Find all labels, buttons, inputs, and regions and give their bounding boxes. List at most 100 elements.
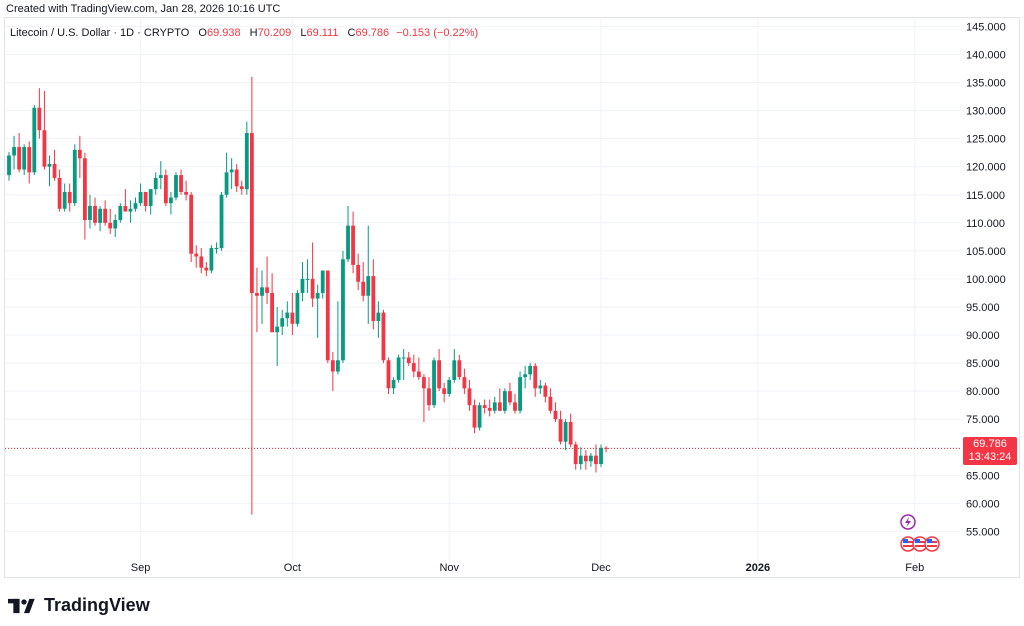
candle — [497, 388, 502, 411]
candle — [83, 152, 87, 240]
candle-body — [356, 264, 361, 282]
candle-body — [305, 278, 310, 280]
candle — [199, 248, 204, 274]
event-markers[interactable] — [894, 512, 944, 556]
candle-body — [214, 248, 219, 250]
candle — [163, 169, 168, 206]
created-with-caption: Created with TradingView.com, Jan 28, 20… — [6, 3, 280, 15]
candle-body — [118, 205, 123, 221]
candle-body — [563, 422, 568, 442]
candle — [543, 382, 548, 403]
candle — [325, 270, 330, 364]
candle — [416, 357, 421, 380]
candle — [508, 382, 512, 406]
y-tick-label: 80.000 — [966, 386, 1000, 398]
candle-body — [163, 175, 168, 204]
y-tick-label: 145.000 — [966, 21, 1006, 33]
candle — [249, 76, 254, 515]
candle-body — [589, 455, 593, 462]
candle-body — [62, 191, 67, 209]
y-tick-label: 105.000 — [966, 246, 1006, 258]
candle — [169, 191, 173, 215]
candle-body — [249, 133, 254, 293]
candle — [558, 410, 563, 445]
candle-body — [396, 357, 401, 380]
candle-body — [543, 385, 548, 397]
candle-body — [568, 422, 573, 445]
candle-body — [482, 405, 487, 408]
candle-body — [290, 312, 295, 324]
candle-body — [133, 203, 138, 209]
candle — [563, 419, 568, 451]
candle — [77, 135, 82, 178]
candle-body — [67, 191, 72, 204]
candle — [133, 197, 138, 212]
candle — [487, 399, 492, 417]
candle-body — [88, 205, 92, 221]
candle-body — [599, 447, 603, 465]
lightning-icon[interactable] — [900, 514, 916, 530]
candle — [442, 382, 447, 403]
candle — [391, 377, 396, 394]
candle-body — [169, 197, 173, 204]
us-flag-icon[interactable] — [912, 536, 928, 552]
y-tick-label: 125.000 — [966, 134, 1006, 146]
candle-body — [229, 169, 234, 173]
candle — [295, 290, 300, 327]
brand-name: TradingView — [44, 595, 150, 615]
y-tick-label: 55.000 — [966, 526, 1000, 538]
candle-body — [533, 365, 538, 389]
candle-body — [422, 377, 426, 389]
candle — [604, 446, 608, 453]
candle-body — [204, 267, 209, 271]
us-flag-icon[interactable] — [900, 536, 916, 552]
candle-body — [239, 186, 244, 190]
candle — [285, 301, 290, 327]
candle — [98, 205, 102, 232]
candle — [62, 183, 67, 212]
x-tick-label: Feb — [905, 562, 924, 574]
candle — [72, 144, 77, 206]
candle — [452, 349, 457, 383]
candle-body — [158, 175, 163, 178]
x-tick-label: Dec — [591, 562, 611, 574]
candle-body — [477, 405, 482, 428]
candle — [52, 149, 57, 181]
high-label: H — [249, 27, 258, 39]
candle — [578, 447, 583, 470]
candle — [523, 365, 528, 389]
candle-body — [199, 256, 204, 268]
candle — [224, 152, 229, 198]
candle-body — [128, 208, 133, 212]
candle — [255, 267, 259, 333]
candle — [315, 284, 320, 338]
candle — [158, 161, 163, 190]
x-tick-label: Sep — [131, 562, 151, 574]
candle — [548, 388, 553, 414]
candle — [432, 357, 436, 408]
candle-body — [452, 360, 457, 380]
candle-body — [341, 259, 345, 361]
us-flag-icon[interactable] — [924, 536, 940, 552]
candle — [184, 180, 188, 201]
candle — [22, 144, 27, 176]
candle — [260, 270, 264, 324]
candle — [153, 172, 158, 195]
candle — [67, 183, 72, 212]
bar-countdown: 13:43:24 — [968, 451, 1012, 463]
candle-body — [52, 163, 57, 178]
candle — [57, 169, 62, 212]
candle-body — [280, 318, 285, 327]
candle-body — [406, 357, 411, 364]
candle — [376, 301, 381, 338]
candle-body — [47, 163, 52, 167]
candle — [594, 444, 598, 473]
candle — [42, 90, 47, 170]
candle-body — [583, 455, 588, 462]
candle-body — [255, 292, 259, 296]
candle-body — [219, 194, 224, 249]
candle — [7, 152, 11, 181]
candle-body — [224, 172, 229, 195]
candle — [174, 172, 178, 201]
